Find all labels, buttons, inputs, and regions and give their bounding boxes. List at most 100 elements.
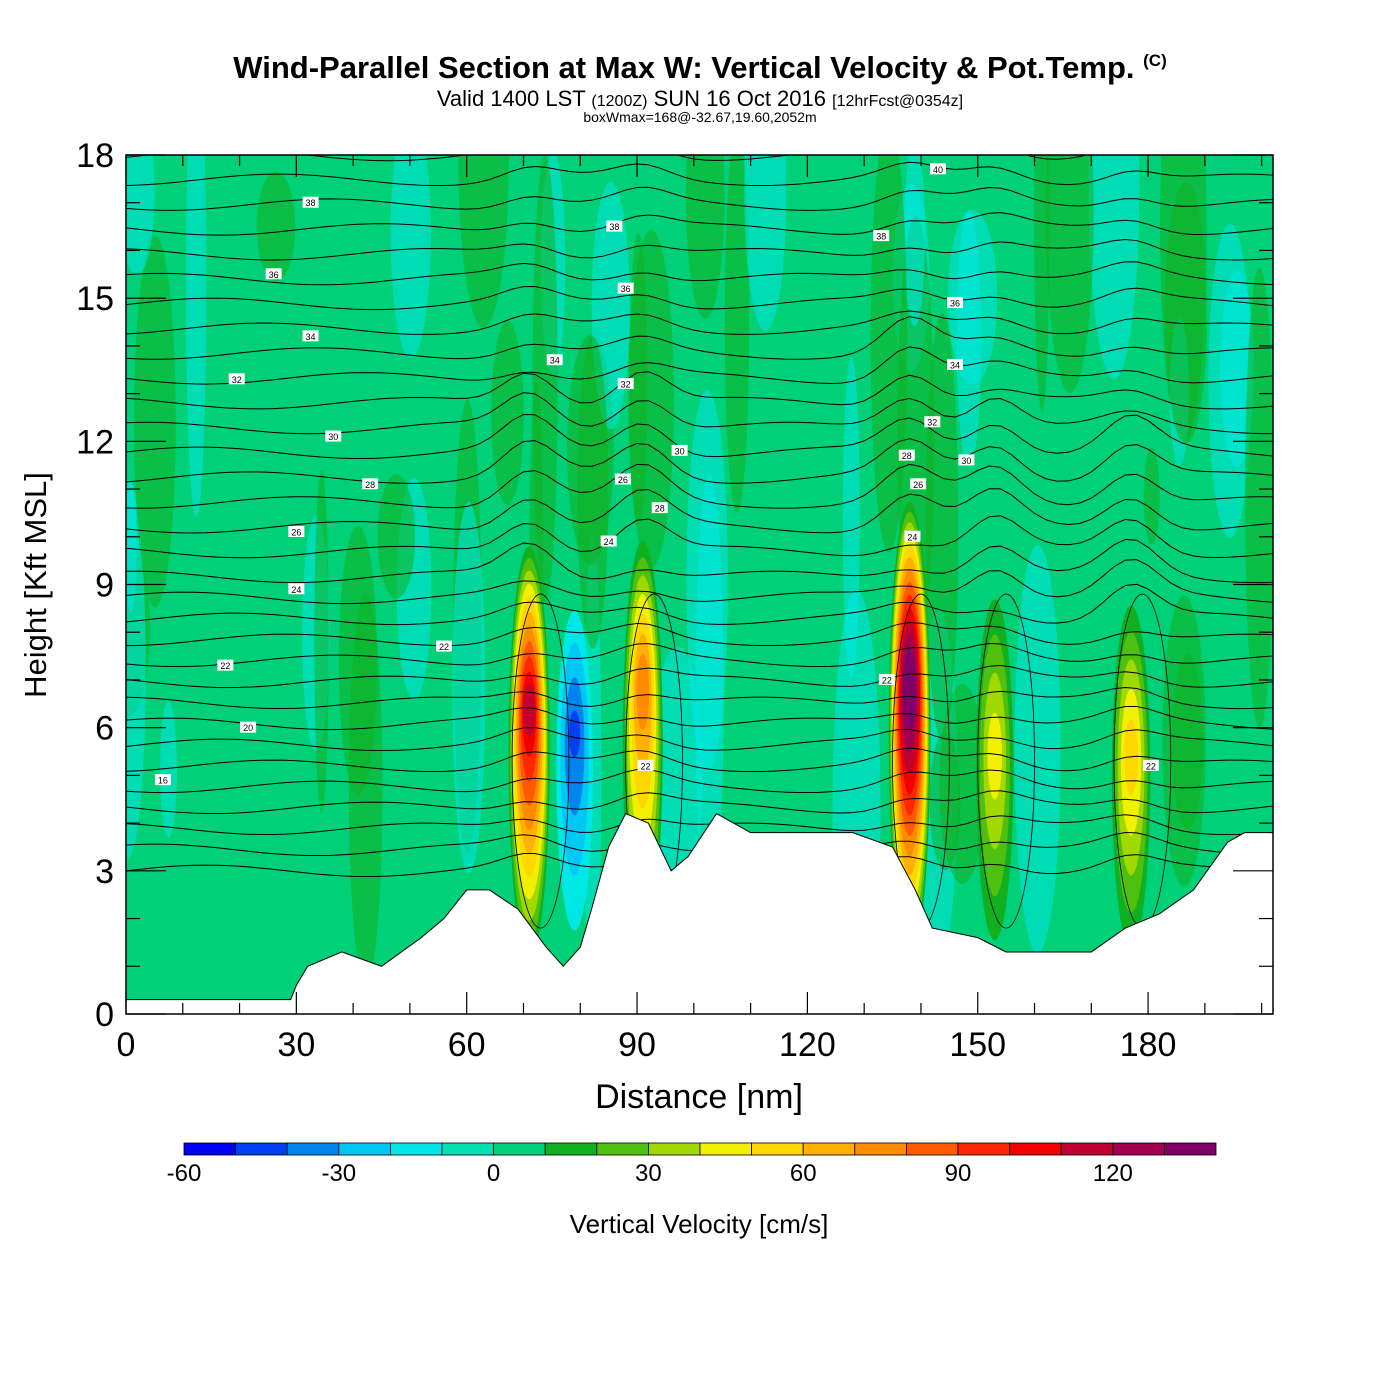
w-streak (314, 469, 329, 813)
y-tick-label: 0 (95, 996, 114, 1034)
isentrope-line (126, 583, 1273, 626)
isentrope-label-text: 38 (876, 232, 886, 242)
w-streak (904, 155, 925, 327)
isentrope-label: 20 (240, 721, 257, 733)
colorbar-swatch (1009, 1142, 1062, 1156)
x-axis: 0 30 60 90 120 150 180 (117, 155, 1263, 1064)
isentrope-label-text: 24 (604, 537, 614, 547)
y-tick-label: 6 (95, 710, 114, 748)
isentrope-label: 22 (435, 640, 452, 652)
w-streak (126, 481, 137, 613)
isentrope-label-box (904, 530, 921, 542)
isentrope-label-box (435, 640, 452, 652)
isentrope-label-text: 26 (291, 528, 301, 538)
isentrope-line (126, 463, 1273, 509)
isentrope-label-box (265, 268, 282, 280)
y-tick-label: 18 (76, 137, 114, 175)
colorbar-tick-label: 120 (1093, 1160, 1133, 1187)
w-streak (1014, 544, 1061, 953)
isentrope-line (126, 239, 1273, 261)
isentrope-label-box (228, 373, 245, 385)
isentrope-line (126, 814, 1273, 836)
isentrope-label: 24 (600, 535, 617, 547)
isentrope-label: 34 (302, 330, 319, 342)
isentrope-label: 34 (947, 358, 964, 370)
colorbar-swatch (183, 1142, 236, 1156)
isentrope-label-text: 36 (269, 270, 279, 280)
isentrope-label-box (325, 430, 342, 442)
isentrope-line (126, 286, 1273, 311)
isentrope-label-text: 30 (961, 456, 971, 466)
colorbar-tick-label: -30 (321, 1160, 356, 1187)
w-streak (929, 732, 961, 871)
isentrope-label: 30 (325, 430, 342, 442)
isentrope-line (126, 371, 1273, 410)
isentrope-line (126, 161, 1273, 187)
isentrope-line (126, 155, 1273, 162)
colorbar-swatch (596, 1142, 649, 1156)
isentrope-line (126, 727, 1273, 752)
w-streak (1045, 155, 1094, 393)
isentrope-line (126, 310, 1273, 335)
downdraft-contour (568, 710, 581, 758)
isentrope-line (126, 515, 1273, 559)
colorbar-swatch (854, 1142, 907, 1156)
isentrope-label: 38 (873, 230, 890, 242)
w-streak (870, 155, 908, 553)
isentrope-line (126, 686, 1273, 710)
w-streak (185, 155, 207, 518)
isentrope-label-text: 22 (439, 642, 449, 652)
isentrope-label: 36 (617, 282, 634, 294)
isentrope-label: 26 (910, 478, 927, 490)
isentrope-line (126, 438, 1273, 484)
isentrope-label: 22 (1142, 759, 1159, 771)
isentrope-label-box (873, 230, 890, 242)
isentrope-label-box (924, 416, 941, 428)
isentrope-label: 38 (606, 220, 623, 232)
isentrope-line (126, 392, 1273, 435)
x-tick-label: 0 (117, 1026, 136, 1064)
w-streak (724, 155, 750, 513)
x-tick-label: 120 (779, 1026, 836, 1064)
colorbar-swatch (1060, 1142, 1114, 1156)
isentrope-label-text: 28 (365, 480, 375, 490)
colorbar-tick-label: 60 (790, 1160, 817, 1187)
isentrope-line (126, 559, 1273, 605)
colorbar-tick-label: -60 (167, 1160, 202, 1187)
colorbar-tick-label: 30 (635, 1160, 662, 1187)
w-streak (491, 320, 524, 506)
isentrope-label: 16 (154, 774, 171, 786)
isentrope-label-text: 36 (950, 298, 960, 308)
isentrope-line (126, 538, 1273, 584)
isentrope-line (126, 346, 1273, 385)
valid-label: Valid 1400 LST (436, 86, 586, 111)
valid-date: SUN 16 Oct 2016 (653, 86, 827, 111)
isentrope-label-box (637, 759, 654, 771)
isentrope-line (126, 622, 1273, 647)
w-streak (377, 474, 416, 599)
isentrope-label: 28 (898, 449, 915, 461)
title-text: Wind-Parallel Section at Max W: Vertical… (233, 50, 1135, 85)
updraft-contour (904, 657, 916, 716)
isentrope-label: 28 (651, 502, 668, 514)
terrain-mask (126, 812, 1273, 1014)
isentrope-label-box (947, 296, 964, 308)
isentrope-label-text: 22 (1146, 761, 1156, 771)
y-tick-label: 3 (95, 853, 114, 891)
isentrope-label-text: 38 (609, 222, 619, 232)
colorbar-swatch (1112, 1142, 1165, 1156)
isentrope-line (126, 261, 1273, 286)
colorbar-tick-label: 0 (487, 1160, 500, 1187)
isentrope-label: 34 (546, 354, 563, 366)
plot-area: 16 20 22 24 26 28 30 32 34 36 38 22 24 26 28 30 32 34 36 38… (126, 155, 1273, 1014)
box-wmax-line: boxWmax=168@-32.67,19.60,2052m (583, 109, 817, 125)
isentrope-label-text: 34 (306, 332, 316, 342)
isentrope-label-text: 34 (950, 360, 960, 370)
x-tick-label: 90 (618, 1026, 656, 1064)
isentrope-line (126, 790, 1273, 815)
colorbar-swatch (802, 1142, 856, 1156)
w-streak (256, 171, 296, 282)
w-streak (1143, 447, 1160, 545)
colorbar-swatch (235, 1142, 288, 1156)
isentrope-label-box (362, 478, 379, 490)
